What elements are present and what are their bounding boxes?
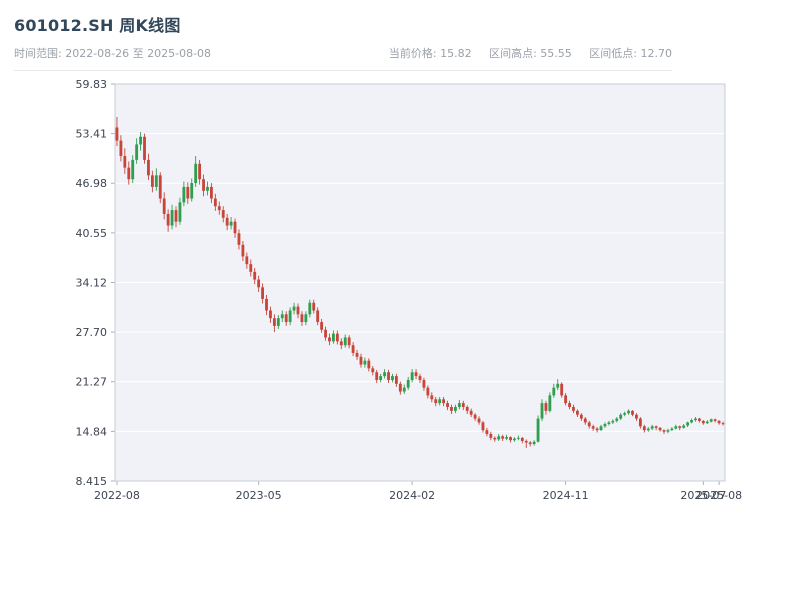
svg-text:2025-07: 2025-07 [680,489,726,502]
svg-text:53.41: 53.41 [76,128,108,141]
svg-text:2024-11: 2024-11 [543,489,589,502]
svg-text:21.27: 21.27 [76,376,108,389]
svg-text:46.98: 46.98 [76,177,108,190]
kline-chart: 59.83 53.41 46.98 40.55 34.12 27.70 21.27 14.84… [76,78,743,502]
svg-text:14.84: 14.84 [76,425,108,438]
current-price-label: 当前价格: 15.82 [388,47,472,60]
time-range-label: 时间范围: 2022-08-26 至 2025-08-08 [14,47,212,60]
svg-text:2025-08: 2025-08 [696,489,742,502]
svg-text:59.83: 59.83 [76,78,108,91]
svg-text:2022-08: 2022-08 [94,489,140,502]
svg-text:40.55: 40.55 [76,227,108,240]
svg-text:2023-05: 2023-05 [236,489,282,502]
chart-figure: 59.83 53.41 46.98 40.55 34.12 27.70 21.27 14.84… [0,76,800,600]
range-low-label: 区间低点: 12.70 [589,47,672,60]
svg-text:27.70: 27.70 [76,326,108,339]
svg-text:34.12: 34.12 [76,277,108,290]
svg-text:2024-02: 2024-02 [389,489,435,502]
chart-subheader: 时间范围: 2022-08-26 至 2025-08-08 当前价格: 15.8… [14,45,672,71]
chart-header: 601012.SH 周K线图 时间范围: 2022-08-26 至 2025-0… [14,12,672,71]
range-high-label: 区间高点: 55.55 [489,47,572,60]
page-title: 601012.SH 周K线图 [14,16,181,35]
svg-text:8.415: 8.415 [76,475,108,488]
price-stats: 当前价格: 15.82 区间高点: 55.55 区间低点: 12.70 [389,45,672,61]
